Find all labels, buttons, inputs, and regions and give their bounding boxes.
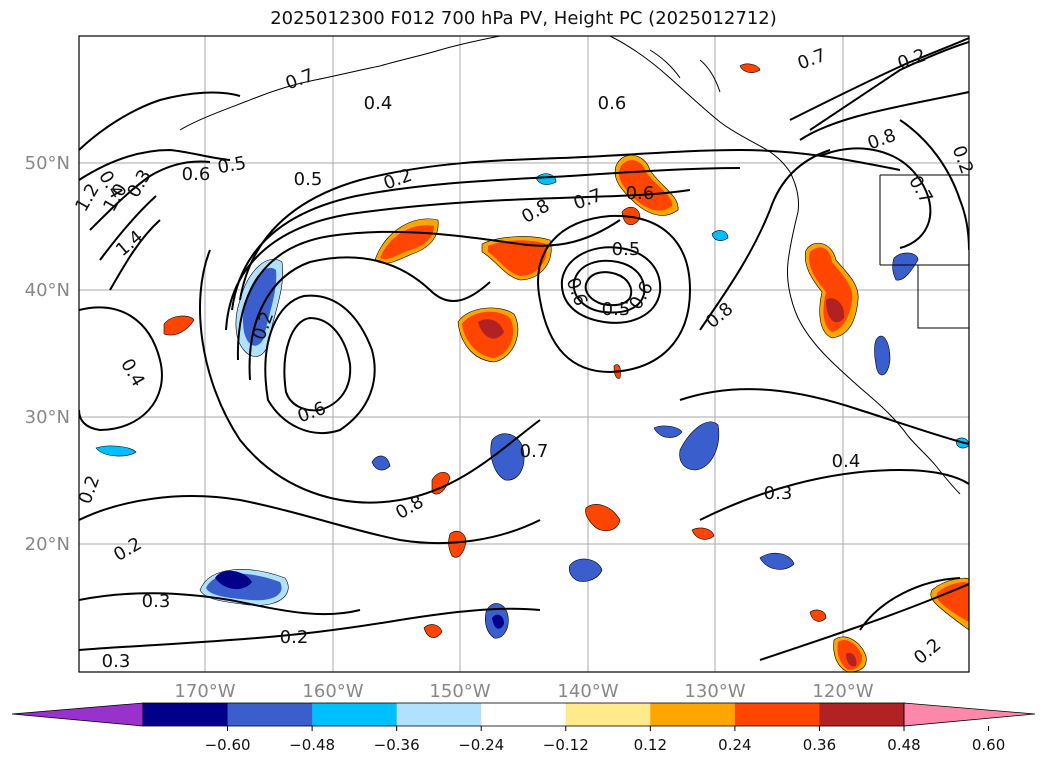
colorbar-segment [819,703,905,726]
pos-anomaly-area [691,527,715,540]
colorbar-segment [481,703,567,726]
pos-anomaly-area [846,652,857,667]
pv-contours [79,37,969,661]
map-title: 2025012300 F012 700 hPa PV, Height PC (2… [270,8,777,29]
lat-label: 40°N [25,280,70,301]
colorbar-tick-label: −0.36 [374,736,420,754]
lon-label: 140°W [557,681,618,702]
colorbar-outline [142,702,905,727]
contour-label: 0.2 [280,627,309,648]
colorbar-tick-label: 0.12 [634,736,667,754]
lon-label: 150°W [429,681,490,702]
lat-label: 50°N [25,153,70,174]
neg-anomaly-area [215,570,252,590]
lon-label: 130°W [684,681,745,702]
contour-label: 0.4 [832,451,861,472]
colorbar-segment [396,703,482,726]
colorbar-tick-label: 0.24 [718,736,751,754]
pos-anomaly-area [585,504,621,532]
colorbar-tick-label: 0.48 [887,736,920,754]
contour-label: 0.3 [142,591,171,612]
lon-axis-labels: 170°W 160°W 150°W 140°W 130°W 120°W [174,681,873,702]
contour-label: 0.5 [216,153,248,179]
pos-anomaly-area [936,582,969,622]
colorbar-tick-label: −0.12 [543,736,589,754]
map-background [79,36,969,672]
pos-anomaly-area [163,315,195,336]
contour-label: 0.7 [520,441,549,462]
lat-axis-labels: 50°N 40°N 30°N 20°N [25,153,70,555]
neg-anomaly-area [653,425,683,438]
neg-anomaly-area [711,230,729,241]
coastlines [179,36,969,495]
pos-anomaly-area [423,624,443,638]
lat-label: 30°N [25,407,70,428]
contour-label: 0.6 [598,93,627,114]
contour-label: 0.3 [102,651,131,672]
neg-anomaly-area [492,614,504,629]
contour-label: 0.5 [294,169,323,190]
neg-anomaly-area [568,558,603,582]
colorbar-extend-low [11,702,144,727]
lon-label: 170°W [174,681,235,702]
colorbar-segment [565,703,651,726]
neg-anomaly-area [371,455,391,471]
contour-label: 0.6 [182,164,211,185]
colorbar-tick-label: 0.36 [803,736,836,754]
lat-label: 20°N [25,534,70,555]
neg-anomaly-area [490,433,525,481]
pos-anomaly-area [809,609,827,622]
pos-anomaly-area [488,240,547,276]
colorbar-segment [650,703,736,726]
neg-anomaly-area [892,252,919,281]
colorbar-segment [734,703,820,726]
colorbar-segment [312,703,398,726]
pos-anomaly-area [826,298,845,323]
colorbar-segment [143,703,229,726]
colorbar-segment [227,703,313,726]
pos-anomaly-area [478,319,504,339]
contour-label: 0.6 [626,183,655,204]
neg-anomaly-area [874,335,891,376]
colorbar-tick-label: 0.60 [972,736,1005,754]
contour-label: 0.5 [602,299,631,320]
neg-anomaly-area [679,421,720,471]
neg-anomaly-area [759,552,795,570]
colorbar-tick-label: −0.48 [289,736,335,754]
pos-anomaly-area [739,63,761,73]
pos-anomaly-area [448,530,467,558]
lon-label: 160°W [302,681,363,702]
colorbar-tick-label: −0.60 [205,736,251,754]
lon-label: 120°W [812,681,873,702]
colorbar-tick-label: −0.24 [458,736,504,754]
colorbar: −0.60 −0.48 −0.36 −0.24 −0.12 0.12 0.24 0.36 0.4… [11,702,1036,754]
contour-label: 0.4 [364,93,393,114]
contour-label: 0.3 [764,483,793,504]
neg-anomaly-area [95,445,137,457]
colorbar-extend-high [903,702,1036,727]
contour-label: 0.5 [612,239,641,260]
map-frame [78,35,970,673]
